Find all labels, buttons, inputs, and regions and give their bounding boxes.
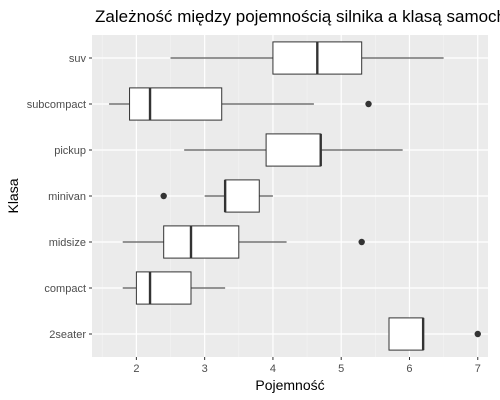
y-axis-ticks: suv subcompact pickup minivan midsize compact…	[27, 53, 92, 341]
x-tick-label: 3	[202, 363, 208, 375]
x-tick-label: 4	[270, 363, 276, 375]
box-midsize	[122, 225, 365, 259]
box-suv	[170, 41, 444, 75]
box-pickup	[184, 133, 403, 167]
y-tick-label: subcompact	[27, 99, 86, 111]
outlier-point	[365, 100, 372, 108]
outlier-point	[474, 330, 481, 338]
outlier-point	[160, 192, 167, 200]
y-tick-label: pickup	[54, 145, 86, 157]
y-tick-label: minivan	[48, 191, 86, 203]
box-minivan	[160, 179, 273, 213]
box-iqr	[135, 271, 192, 305]
box-iqr	[388, 317, 424, 351]
y-tick-label: compact	[44, 283, 86, 295]
outlier-point	[358, 238, 365, 246]
x-tick-label: 2	[133, 363, 139, 375]
x-axis-ticks: 2 3 4 5 6 7	[133, 357, 481, 375]
x-tick-label: 5	[338, 363, 344, 375]
y-tick-label: midsize	[49, 237, 86, 249]
box-subcompact	[109, 87, 372, 121]
x-axis-title: Pojemność	[255, 377, 324, 393]
box-iqr	[224, 179, 260, 213]
x-tick-label: 7	[475, 363, 481, 375]
y-axis-title: Klasa	[5, 178, 21, 213]
box-iqr	[163, 225, 240, 259]
x-tick-label: 6	[406, 363, 412, 375]
y-tick-label: 2seater	[49, 329, 86, 341]
chart-title: Zależność między pojemnością silnika a k…	[95, 7, 500, 26]
box-iqr	[129, 87, 223, 121]
box-iqr	[265, 133, 322, 167]
box-compact	[122, 271, 226, 305]
box-marks	[109, 41, 481, 351]
box-2seater	[388, 317, 481, 351]
y-tick-label: suv	[69, 53, 87, 65]
